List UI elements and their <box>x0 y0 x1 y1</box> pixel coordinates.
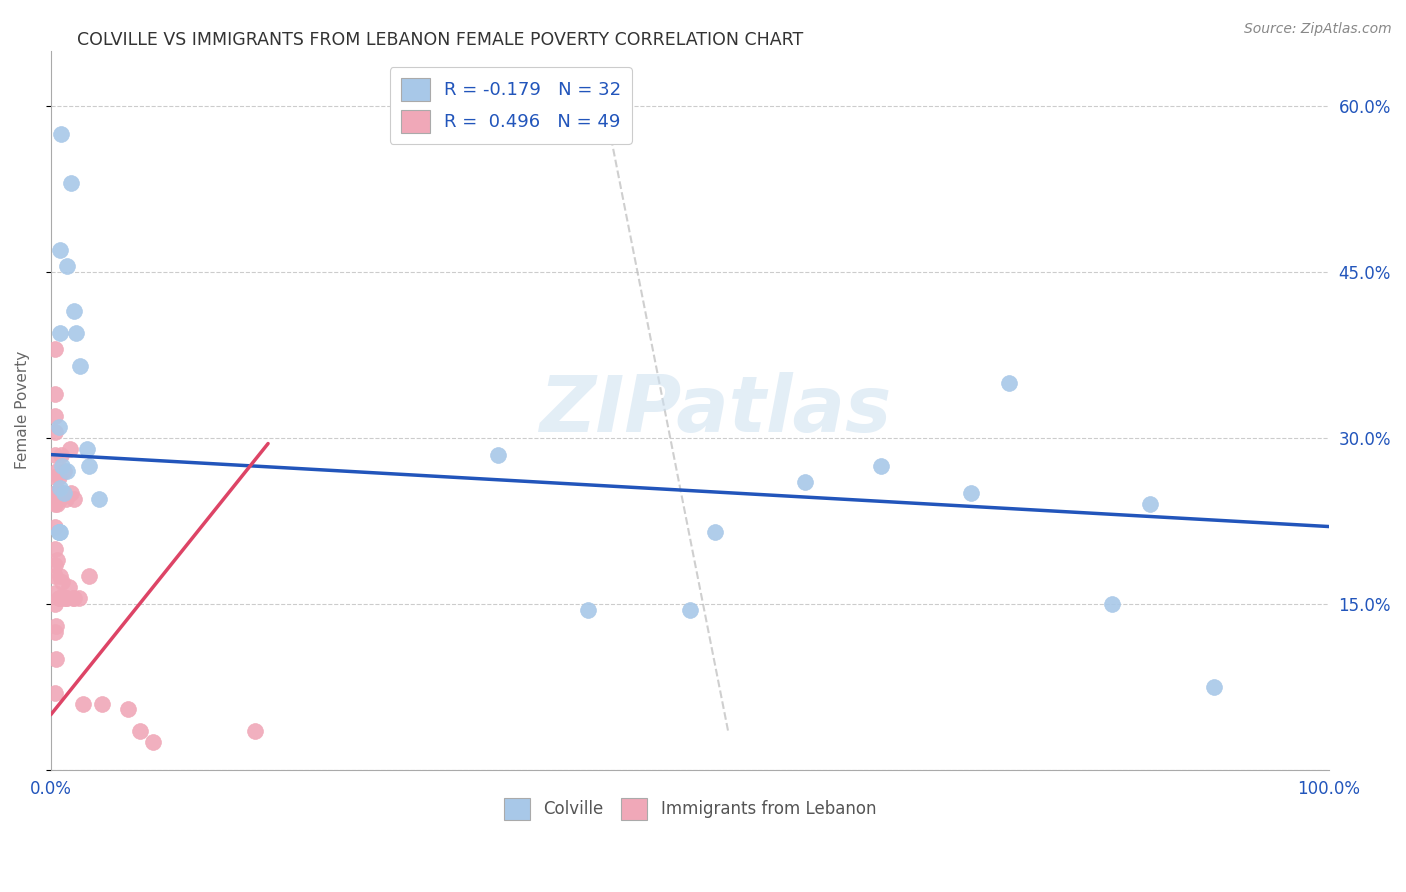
Point <box>960 486 983 500</box>
Point <box>48 591 70 606</box>
Point <box>46 464 69 478</box>
Point <box>46 553 69 567</box>
Point <box>49 481 72 495</box>
Text: Source: ZipAtlas.com: Source: ZipAtlas.com <box>1244 22 1392 37</box>
Y-axis label: Female Poverty: Female Poverty <box>15 351 30 469</box>
Point <box>48 524 70 539</box>
Text: ZIPatlas: ZIPatlas <box>540 372 891 449</box>
Point <box>117 702 139 716</box>
Point <box>870 458 893 473</box>
Point <box>77 458 100 473</box>
Point <box>52 591 75 606</box>
Point <box>44 624 66 639</box>
Point <box>44 425 66 440</box>
Point <box>63 303 86 318</box>
Point <box>44 569 66 583</box>
Point <box>49 243 72 257</box>
Point <box>72 697 94 711</box>
Point <box>44 558 66 573</box>
Point <box>56 464 79 478</box>
Point <box>245 724 267 739</box>
Point <box>48 469 70 483</box>
Point <box>51 486 73 500</box>
Point <box>142 735 165 749</box>
Point <box>998 376 1021 390</box>
Point <box>51 574 73 589</box>
Point <box>44 685 66 699</box>
Point <box>486 448 509 462</box>
Point <box>49 591 72 606</box>
Point <box>48 420 70 434</box>
Point <box>49 524 72 539</box>
Point <box>793 475 815 490</box>
Point <box>49 569 72 583</box>
Point <box>65 326 87 340</box>
Point <box>67 591 90 606</box>
Text: COLVILLE VS IMMIGRANTS FROM LEBANON FEMALE POVERTY CORRELATION CHART: COLVILLE VS IMMIGRANTS FROM LEBANON FEMA… <box>77 31 804 49</box>
Point <box>44 586 66 600</box>
Point <box>48 524 70 539</box>
Point <box>44 409 66 423</box>
Point <box>44 448 66 462</box>
Point <box>576 602 599 616</box>
Point <box>44 541 66 556</box>
Point <box>48 524 70 539</box>
Point <box>63 591 86 606</box>
Point <box>49 448 72 462</box>
Point <box>49 127 72 141</box>
Point <box>44 519 66 533</box>
Point <box>1101 597 1123 611</box>
Point <box>51 458 73 473</box>
Point <box>1202 680 1225 694</box>
Point <box>46 497 69 511</box>
Point <box>55 491 77 506</box>
Point <box>44 497 66 511</box>
Point <box>46 486 69 500</box>
Point <box>1139 497 1161 511</box>
Point <box>44 386 66 401</box>
Legend: Colville, Immigrants from Lebanon: Colville, Immigrants from Lebanon <box>496 792 883 826</box>
Point <box>69 359 91 373</box>
Point <box>56 591 79 606</box>
Point <box>59 442 82 456</box>
Point <box>48 524 70 539</box>
Point <box>58 581 80 595</box>
Point <box>44 486 66 500</box>
Point <box>91 697 114 711</box>
Point <box>44 343 66 357</box>
Point <box>76 442 98 456</box>
Point <box>44 597 66 611</box>
Point <box>62 591 84 606</box>
Point <box>56 260 79 274</box>
Point <box>63 491 86 506</box>
Point <box>77 569 100 583</box>
Point <box>704 524 727 539</box>
Point <box>44 469 66 483</box>
Point <box>129 724 152 739</box>
Point <box>45 619 67 633</box>
Point <box>89 491 111 506</box>
Point <box>55 591 77 606</box>
Point <box>60 177 83 191</box>
Point <box>60 486 83 500</box>
Point <box>49 491 72 506</box>
Point <box>52 464 75 478</box>
Point <box>49 326 72 340</box>
Point <box>45 652 67 666</box>
Point <box>679 602 702 616</box>
Point <box>52 486 75 500</box>
